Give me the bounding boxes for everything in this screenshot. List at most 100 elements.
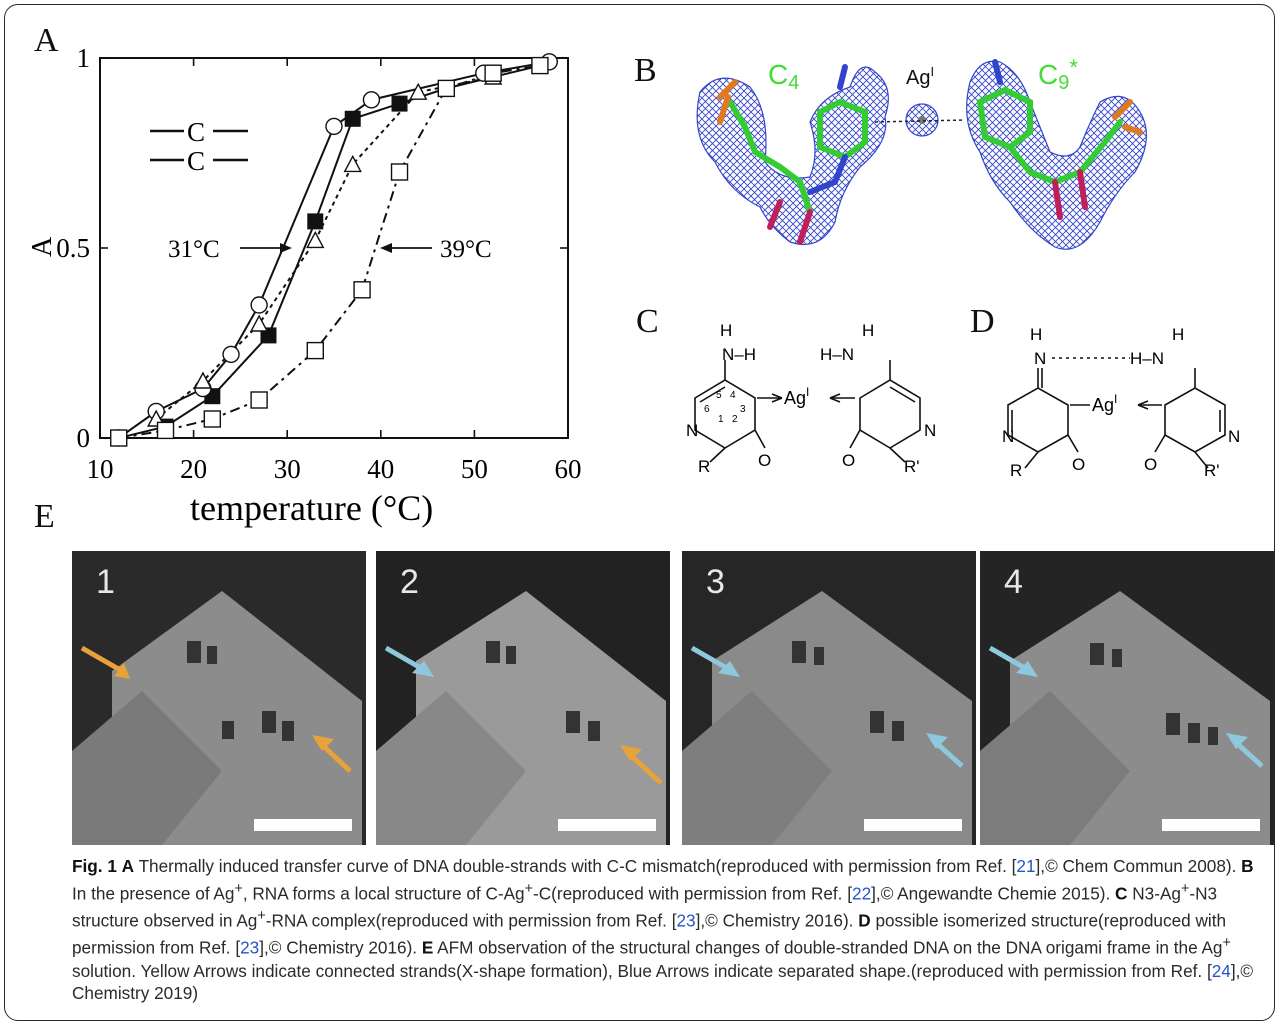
caption-text-b: In the presence of Ag: [72, 883, 235, 904]
scale-bar: [558, 819, 656, 831]
data-point: [484, 64, 502, 82]
arrow-39c-head: [380, 243, 392, 253]
data-point: [343, 154, 362, 173]
atom-hn: H–N: [1130, 349, 1164, 368]
caption-text-e: AFM observation of the structural change…: [437, 937, 1223, 958]
density-mesh-left: [696, 66, 889, 246]
atom-o-right: O: [1144, 455, 1157, 474]
data-point: [390, 163, 409, 181]
afm-image: [980, 551, 1274, 845]
y-tick-label: 1: [77, 43, 91, 73]
atom-o-right: O: [842, 451, 855, 470]
ring-number: 1: [718, 414, 724, 425]
data-point: [391, 95, 408, 112]
atom-o-left: O: [1072, 455, 1085, 474]
caption-label-e: E: [421, 937, 434, 958]
superscript: +: [1222, 935, 1231, 952]
caption-text: -RNA complex(reproduced with permission …: [265, 910, 677, 931]
atom-h: H: [720, 321, 732, 340]
label-ag: AgI: [906, 64, 934, 89]
yellow-arrow: [80, 646, 130, 679]
series-line: [118, 64, 541, 439]
caption-text: ],© Chemistry 2016).: [259, 937, 418, 958]
panel-label-c: C: [636, 303, 659, 340]
caption-text: -N3 structure observed in Ag: [72, 883, 1218, 931]
data-point: [156, 421, 175, 440]
melting-curve-chart: 10 20 30 40 50 60 0 0.5 1 C C 31°C 39°C A temper…: [27, 43, 582, 528]
data-point: [325, 117, 343, 136]
caption-text: ],© Angewandte Chemie 2015).: [871, 883, 1111, 904]
frame-number: 3: [706, 563, 725, 601]
r-group-right: R': [1204, 461, 1220, 480]
data-point: [409, 82, 428, 100]
panel-label-d: D: [970, 303, 995, 340]
scale-bar: [254, 819, 352, 831]
ref-link-21[interactable]: 21: [1016, 856, 1036, 876]
caption-text: -C(reproduced with permission from Ref. …: [532, 883, 853, 904]
atom-hn: H–N: [820, 345, 854, 364]
caption-text: solution. Yellow Arrows indicate connect…: [72, 960, 1212, 981]
atom-n-left: N: [686, 421, 698, 440]
y-axis-label: A: [27, 236, 58, 257]
r-group-left: R: [698, 457, 710, 476]
atom-h: H: [1030, 325, 1042, 344]
ref-link-23[interactable]: 23: [676, 910, 696, 931]
superscript: +: [1180, 880, 1190, 897]
frame-number: 4: [1004, 563, 1023, 601]
x-tick-label: 40: [367, 454, 394, 484]
afm-frame-2: 2: [376, 551, 670, 845]
scale-bar: [864, 819, 962, 831]
scale-bar: [1162, 819, 1260, 831]
caption-label-b: B: [1241, 856, 1254, 876]
annotation-39c: 39°C: [440, 236, 492, 263]
inset-base-1: C: [187, 117, 205, 147]
ring-number: 3: [740, 404, 746, 415]
panel-label-e: E: [34, 498, 55, 535]
ref-link-24[interactable]: 24: [1211, 960, 1231, 981]
ref-link-23[interactable]: 23: [240, 937, 260, 958]
superscript: +: [524, 880, 533, 897]
ref-link-22[interactable]: 22: [852, 883, 872, 904]
atom-n-top: N: [1034, 349, 1046, 368]
afm-frame-1: 1: [72, 551, 366, 845]
x-tick-label: 10: [87, 454, 114, 484]
data-point: [250, 296, 268, 314]
silver-ion-label: AgI: [1092, 392, 1117, 415]
stick-model-right: [976, 59, 1143, 220]
data-point: [306, 341, 324, 360]
structure-c: H N–H H–N H AgI N N O O R R' 5 4 6 3 1 2: [686, 321, 936, 476]
stick-model-left: [717, 64, 868, 245]
afm-frame-4: 4: [980, 551, 1274, 845]
afm-frame-3: 3: [682, 551, 976, 845]
data-point: [249, 314, 269, 332]
caption-text-d: possible isomerized structure(reproduced…: [72, 910, 1227, 958]
label-c9: C9*: [1038, 55, 1078, 94]
atom-n-left: N: [1002, 427, 1014, 446]
ring-number: 6: [704, 404, 710, 415]
panel-label-b: B: [634, 52, 657, 89]
caption-label-a: A: [121, 856, 135, 876]
inset-base-2: C: [187, 146, 205, 176]
y-tick-label: 0: [77, 423, 91, 453]
data-point: [353, 281, 371, 299]
x-tick-label: 50: [461, 454, 488, 484]
caption-text: ],© Chemistry 2019): [72, 960, 1254, 1004]
y-tick-label: 0.5: [56, 233, 90, 263]
annotation-31c: 31°C: [168, 236, 220, 263]
data-point: [110, 429, 128, 447]
atom-n-right: N: [924, 421, 936, 440]
caption-label-d: D: [858, 910, 871, 931]
afm-image: [682, 551, 976, 845]
caption-text-a: Thermally induced transfer curve of DNA …: [138, 856, 1017, 876]
frame-number: 2: [400, 563, 419, 601]
crystal-structure-image: C4 AgI C9*: [696, 55, 1148, 250]
data-point: [222, 345, 240, 364]
data-point: [362, 91, 381, 109]
caption-text: ],© Chemistry 2016).: [695, 910, 854, 931]
arrow-31c-head: [280, 243, 292, 253]
structure-d: H N H–N H AgI N N O O R R': [1002, 325, 1240, 480]
afm-image: [72, 551, 366, 845]
label-c4: C4: [768, 59, 799, 94]
x-tick-label: 30: [274, 454, 301, 484]
atom-o-left: O: [758, 451, 771, 470]
